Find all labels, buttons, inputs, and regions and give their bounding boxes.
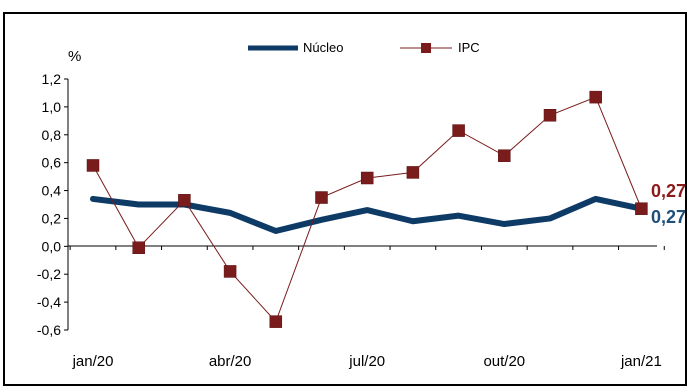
data-point-ipc bbox=[452, 124, 465, 137]
legend-label-nucleo: Núcleo bbox=[303, 40, 343, 55]
x-tick-label: jan/20 bbox=[72, 353, 114, 370]
legend-swatch-ipc-marker bbox=[421, 43, 431, 53]
y-tick-label: 0,8 bbox=[42, 127, 62, 143]
y-tick-label: -0,6 bbox=[37, 322, 61, 338]
y-tick-label: 0,4 bbox=[42, 183, 62, 199]
end-label-ipc: 0,27 bbox=[651, 181, 686, 201]
data-point-ipc bbox=[223, 265, 237, 278]
y-tick-label: 0,2 bbox=[42, 210, 62, 226]
data-point-ipc bbox=[543, 109, 557, 122]
y-tick-label: 1,2 bbox=[42, 71, 62, 87]
y-tick-label: -0,4 bbox=[37, 294, 61, 310]
end-label-nucleo: 0,27 bbox=[651, 207, 686, 227]
series-layer bbox=[86, 90, 648, 328]
legend-label-ipc: IPC bbox=[458, 40, 480, 55]
y-tick-label: 1,0 bbox=[42, 99, 62, 115]
axes: 1,2 1,0 0,8 0,6 0,4 0,2 0,0 -0,2 -0,4 -0,6 jan/20 a… bbox=[37, 71, 665, 370]
data-point-ipc bbox=[315, 191, 328, 204]
y-axis-label: % bbox=[68, 48, 81, 65]
data-point-ipc bbox=[589, 90, 602, 104]
series-line-nucleo bbox=[90, 195, 645, 234]
data-point-ipc bbox=[498, 149, 511, 162]
legend: Núcleo IPC bbox=[248, 40, 480, 55]
y-tick-label: 0,0 bbox=[42, 238, 62, 254]
data-point-ipc bbox=[86, 159, 100, 172]
data-point-ipc bbox=[360, 171, 374, 185]
x-tick-label: jan/21 bbox=[620, 353, 662, 370]
data-point-ipc bbox=[178, 194, 191, 207]
y-tick-label: 0,6 bbox=[42, 155, 62, 171]
x-tick-label: out/20 bbox=[483, 353, 525, 370]
x-tick-label: jul/20 bbox=[348, 353, 385, 370]
data-point-ipc bbox=[132, 241, 145, 254]
data-point-ipc bbox=[269, 315, 283, 328]
y-tick-label: -0,2 bbox=[37, 266, 61, 282]
data-point-ipc bbox=[406, 166, 420, 179]
data-point-ipc bbox=[635, 202, 648, 215]
x-tick-label: abr/20 bbox=[209, 353, 252, 370]
